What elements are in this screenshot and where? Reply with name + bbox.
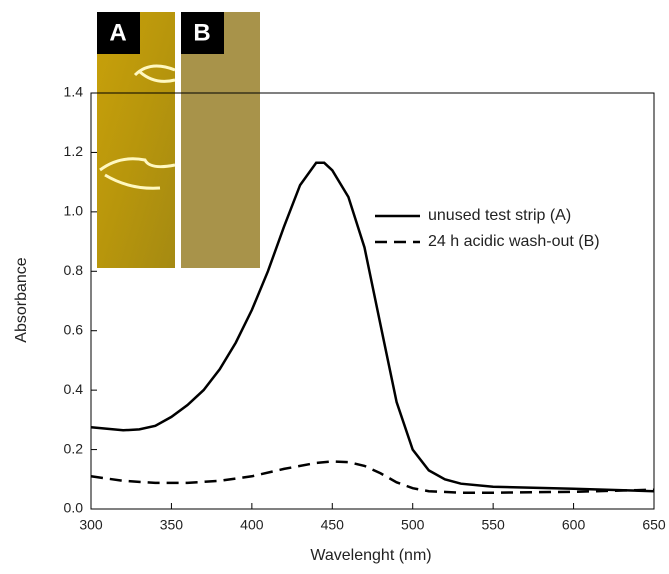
x-tick-label: 550 xyxy=(481,517,505,533)
x-axis-title: Wavelenght (nm) xyxy=(310,547,431,564)
series-line xyxy=(90,460,655,494)
photo-a xyxy=(97,12,175,268)
photo-insets: A B xyxy=(97,12,260,268)
y-tick-label: 1.2 xyxy=(64,143,84,159)
y-tick-label: 0.4 xyxy=(64,381,84,397)
series-line xyxy=(90,161,655,493)
legend-label: unused test strip (A) xyxy=(428,207,571,224)
x-tick-label: 650 xyxy=(642,517,666,533)
y-tick-label: 0.0 xyxy=(64,500,84,516)
legend-label: 24 h acidic wash-out (B) xyxy=(428,233,600,250)
y-axis-title: Absorbance xyxy=(13,257,30,342)
x-tick-label: 500 xyxy=(401,517,425,533)
inset-label: B xyxy=(193,19,210,46)
inset-label: A xyxy=(109,19,126,46)
y-tick-label: 0.8 xyxy=(64,262,84,278)
plot-frame xyxy=(90,92,655,510)
x-tick-label: 400 xyxy=(240,517,264,533)
y-tick-label: 0.6 xyxy=(64,321,84,337)
y-tick-label: 0.2 xyxy=(64,440,84,456)
photo-a-glare xyxy=(99,64,176,190)
y-tick-label: 1.4 xyxy=(64,84,84,100)
x-tick-label: 350 xyxy=(160,517,184,533)
label-box-b xyxy=(181,12,224,54)
x-tick-label: 600 xyxy=(562,517,586,533)
photo-b xyxy=(181,12,260,268)
x-tick-label: 300 xyxy=(79,517,103,533)
label-box-a xyxy=(97,12,140,54)
y-tick-label: 1.0 xyxy=(64,203,84,219)
x-tick-label: 450 xyxy=(321,517,345,533)
